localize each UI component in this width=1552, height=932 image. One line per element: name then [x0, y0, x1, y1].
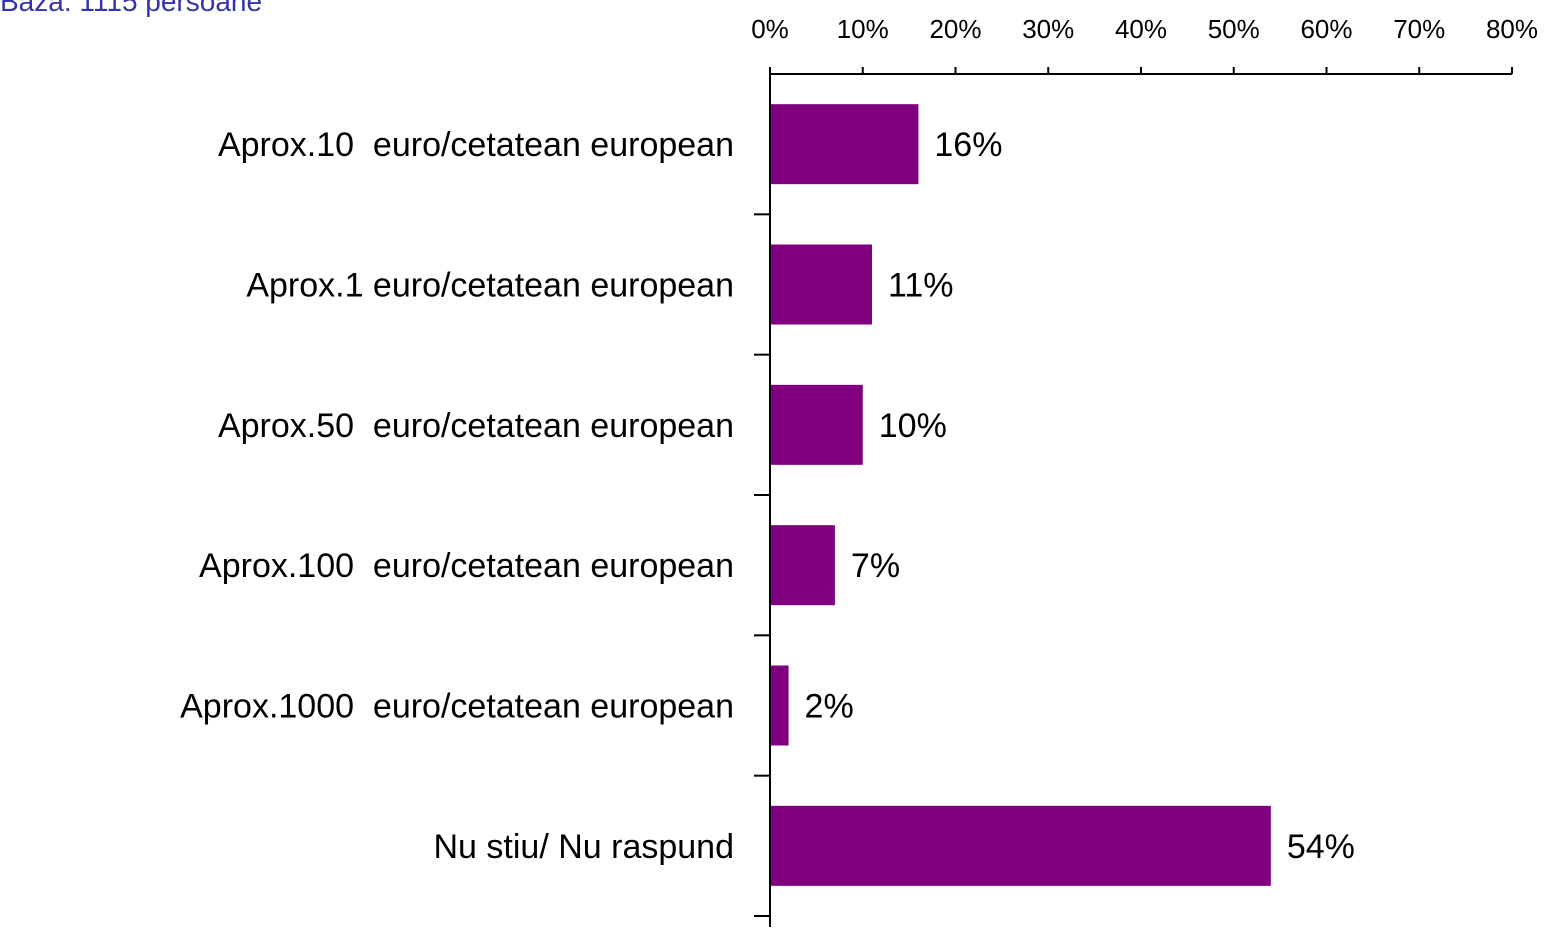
- bar: [771, 104, 919, 185]
- bar: [771, 665, 789, 746]
- category-label: Aprox.100 euro/cetatean european: [199, 547, 734, 585]
- bar: [771, 525, 835, 606]
- x-tick-label: 10%: [837, 14, 889, 44]
- x-tick-label: 40%: [1115, 14, 1167, 44]
- data-label: 54%: [1287, 828, 1355, 866]
- bar: [771, 244, 873, 325]
- category-label: Aprox.1 euro/cetatean european: [246, 267, 734, 305]
- x-tick-label: 0%: [751, 14, 789, 44]
- x-tick-label: 60%: [1300, 14, 1352, 44]
- bar: [771, 384, 863, 465]
- data-label: 10%: [879, 407, 947, 445]
- category-label: Aprox.50 euro/cetatean european: [218, 407, 734, 445]
- data-label: 7%: [851, 547, 900, 585]
- data-label: 2%: [805, 688, 854, 726]
- x-tick-label: 80%: [1486, 14, 1538, 44]
- top-note: Baza: 1115 persoane: [0, 0, 263, 17]
- x-tick-label: 20%: [929, 14, 981, 44]
- category-label: Aprox.1000 euro/cetatean european: [180, 688, 734, 726]
- x-tick-label: 50%: [1208, 14, 1260, 44]
- x-tick-label: 30%: [1022, 14, 1074, 44]
- bar: [771, 805, 1271, 886]
- category-label: Nu stiu/ Nu raspund: [434, 828, 735, 866]
- data-label: 11%: [888, 267, 954, 305]
- data-label: 16%: [934, 126, 1002, 164]
- x-tick-label: 70%: [1393, 14, 1445, 44]
- category-label: Aprox.10 euro/cetatean european: [218, 126, 734, 164]
